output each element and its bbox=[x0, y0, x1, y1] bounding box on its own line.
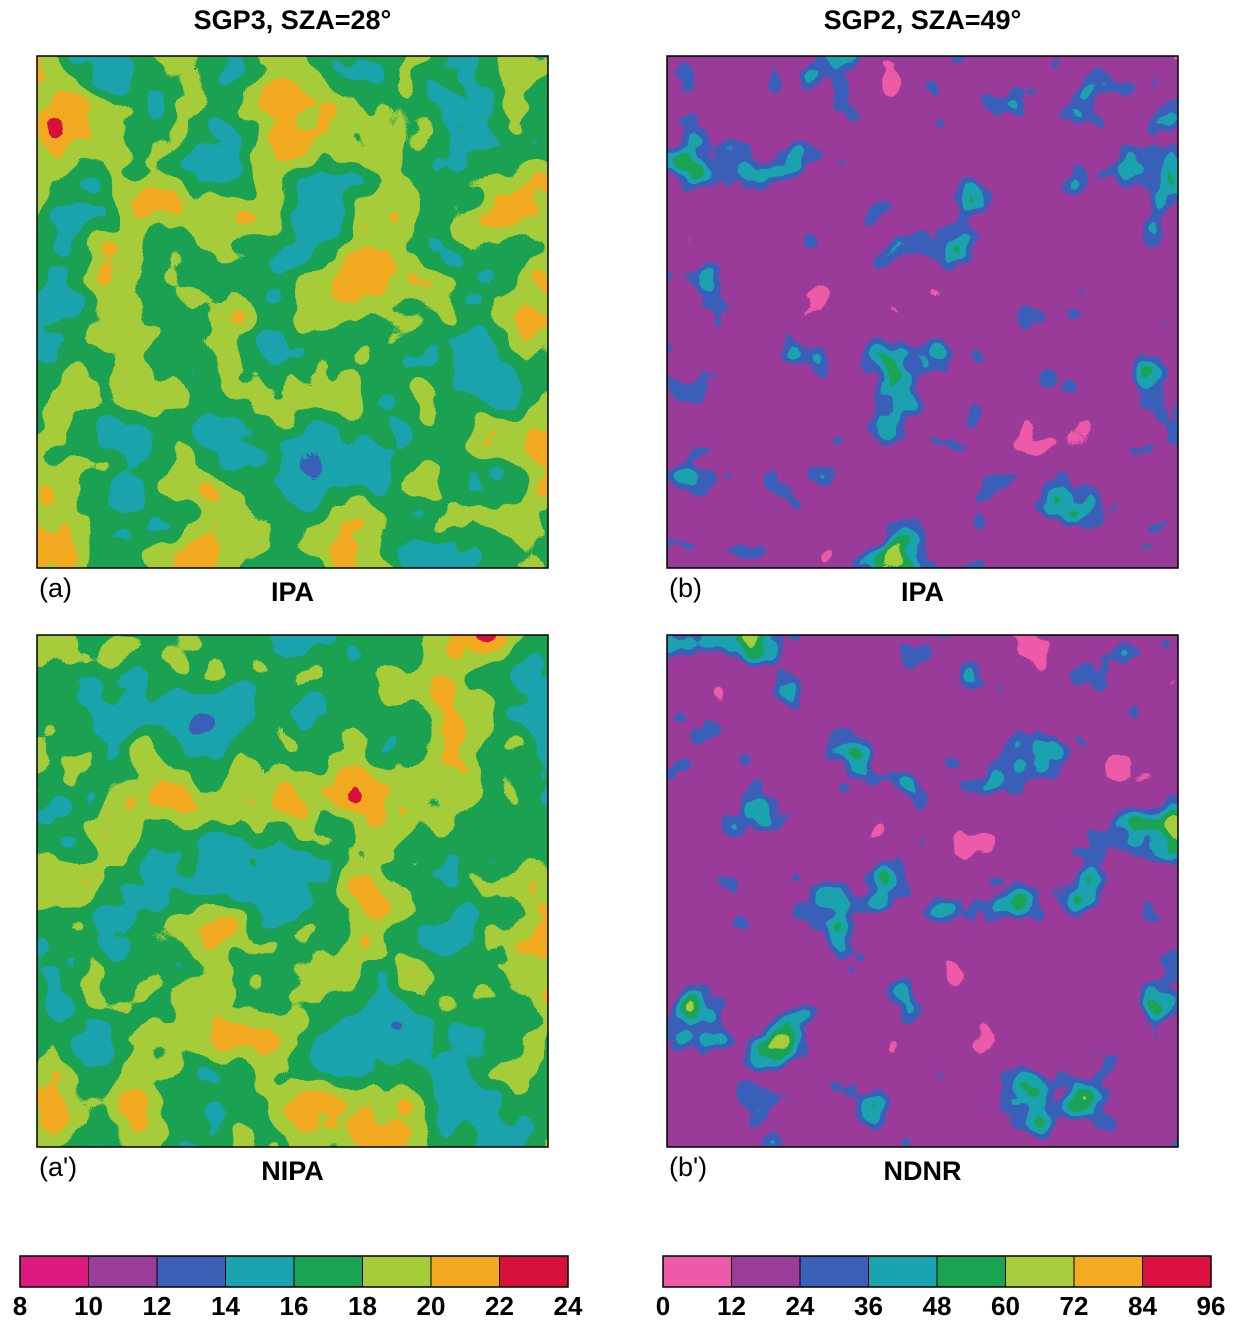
colorbar-segment bbox=[1006, 1256, 1075, 1287]
colorbar-segment bbox=[663, 1256, 732, 1287]
map-panel bbox=[37, 635, 548, 1147]
column-title: SGP2, SZA=49° bbox=[824, 5, 1022, 35]
method-label: NIPA bbox=[261, 1156, 324, 1186]
colorbar-tick-label: 60 bbox=[991, 1291, 1020, 1321]
colorbar-tick-label: 96 bbox=[1197, 1291, 1226, 1321]
panel-label: (b') bbox=[669, 1152, 707, 1182]
colorbar-tick-label: 14 bbox=[211, 1291, 240, 1321]
colorbar-segment bbox=[937, 1256, 1006, 1287]
colorbar-tick-label: 12 bbox=[717, 1291, 746, 1321]
colorbar-segment bbox=[500, 1256, 569, 1287]
colorbar-tick-label: 18 bbox=[348, 1291, 377, 1321]
figure: SGP3, SZA=28° (a) IPA (a') NIPA SGP2, SZA=49°… bbox=[0, 0, 1234, 1321]
colorbar-tick-label: 24 bbox=[786, 1291, 815, 1321]
map-panel bbox=[667, 56, 1178, 568]
colorbar-tick-label: 12 bbox=[143, 1291, 172, 1321]
colorbar-segment bbox=[1074, 1256, 1143, 1287]
panel-label: (a) bbox=[39, 573, 72, 603]
map-panel bbox=[667, 635, 1178, 1147]
colorbar-tick-label: 16 bbox=[280, 1291, 309, 1321]
colorbar-segment bbox=[1143, 1256, 1212, 1287]
panel-label: (b) bbox=[669, 573, 702, 603]
colorbar-tick-label: 48 bbox=[923, 1291, 952, 1321]
colorbar-segment bbox=[89, 1256, 158, 1287]
colorbar-tick-label: 24 bbox=[554, 1291, 583, 1321]
method-label: IPA bbox=[901, 577, 944, 607]
colorbar-segment bbox=[363, 1256, 432, 1287]
map-panel bbox=[37, 56, 548, 568]
colorbar-tick-label: 0 bbox=[656, 1291, 670, 1321]
colorbar-segment bbox=[226, 1256, 295, 1287]
colorbar-tick-label: 10 bbox=[74, 1291, 103, 1321]
method-label: NDNR bbox=[884, 1156, 962, 1186]
colorbar-tick-label: 72 bbox=[1060, 1291, 1089, 1321]
column-title: SGP3, SZA=28° bbox=[194, 5, 392, 35]
colorbar-tick-label: 8 bbox=[13, 1291, 27, 1321]
colorbar-segment bbox=[431, 1256, 500, 1287]
method-label: IPA bbox=[271, 577, 314, 607]
colorbar-segment bbox=[732, 1256, 801, 1287]
colorbar-tick-label: 84 bbox=[1128, 1291, 1157, 1321]
colorbar-tick-label: 20 bbox=[417, 1291, 446, 1321]
colorbar-segment bbox=[20, 1256, 89, 1287]
panel-label: (a') bbox=[39, 1152, 77, 1182]
colorbar-segment bbox=[869, 1256, 938, 1287]
colorbar-tick-label: 36 bbox=[854, 1291, 883, 1321]
colorbar-segment bbox=[294, 1256, 363, 1287]
colorbar-segment bbox=[800, 1256, 869, 1287]
colorbar-segment bbox=[157, 1256, 226, 1287]
colorbar-tick-label: 22 bbox=[485, 1291, 514, 1321]
